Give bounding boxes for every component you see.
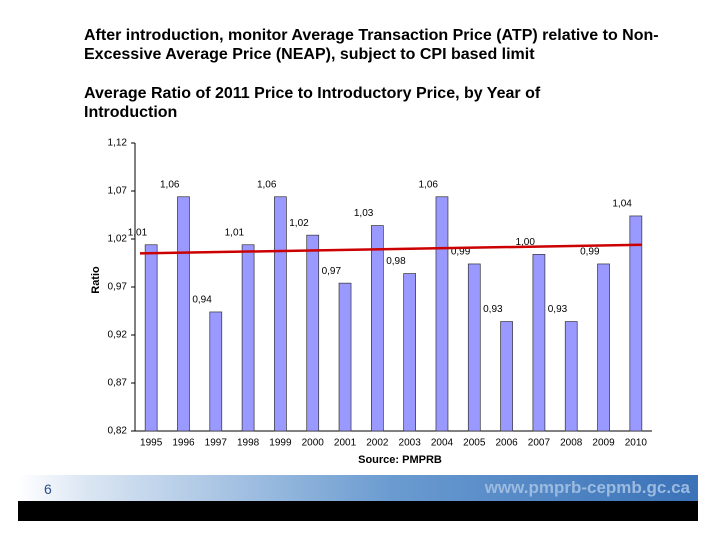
footer-band	[18, 475, 698, 501]
y-tick-label: 0,92	[108, 330, 128, 341]
chart-title: Average Ratio of 2011 Price to Introduct…	[84, 85, 541, 121]
y-tick-label: 0,82	[108, 426, 128, 437]
bar	[306, 234, 320, 432]
bar	[467, 263, 481, 432]
bar	[532, 254, 546, 432]
x-tick-label: 1995	[140, 438, 163, 449]
x-tick-label: 2006	[495, 438, 518, 449]
trend-line	[139, 243, 643, 255]
value-label: 0,93	[548, 304, 568, 315]
bar	[144, 244, 158, 432]
bottom-bar	[18, 501, 698, 521]
value-label: 1,03	[354, 208, 374, 219]
value-label: 0,94	[192, 295, 212, 306]
chart: Ratio Source: PMPRB 0,82 0,87 0,92 0,97 1,02…	[90, 138, 652, 466]
value-label: 0,99	[451, 247, 471, 258]
y-tick-label: 0,97	[108, 282, 128, 293]
value-label: 1,06	[419, 179, 439, 190]
source: Source: PMPRB	[358, 454, 442, 466]
x-tick-label: 2005	[463, 438, 486, 449]
y-tick-label: 1,07	[108, 186, 128, 197]
bar	[403, 273, 417, 432]
x-tick-label: 2003	[399, 438, 422, 449]
bar	[500, 321, 513, 432]
value-label: 0,98	[386, 256, 406, 267]
y-tick-label: 1,02	[108, 234, 128, 245]
bar	[629, 215, 643, 432]
value-label: 1,02	[289, 218, 309, 229]
value-label: 1,04	[612, 199, 632, 210]
y-axis-label: Ratio	[90, 266, 102, 294]
footer-url: www.pmprb-cepmb.gc.ca	[484, 478, 690, 497]
value-label: 1,06	[160, 179, 180, 190]
x-tick-label: 2004	[431, 438, 454, 449]
x-tick-label: 2001	[334, 438, 357, 449]
value-label: 0,93	[483, 304, 503, 315]
bar	[370, 225, 384, 432]
x-tick-label: 2009	[592, 438, 615, 449]
bar	[338, 282, 352, 432]
value-label: 1,06	[257, 179, 277, 190]
bar	[435, 196, 449, 432]
value-label: 0,97	[322, 266, 342, 277]
value-label: 1,00	[515, 237, 535, 248]
x-tick-label: 2007	[528, 438, 551, 449]
value-label: 0,99	[580, 247, 600, 258]
x-tick-label: 1999	[269, 438, 292, 449]
slide-title: After introduction, monitor Average Tran…	[84, 27, 659, 63]
x-tick-label: 1998	[237, 438, 260, 449]
x-tick-label: 1997	[205, 438, 228, 449]
x-tick-label: 2008	[560, 438, 583, 449]
y-tick-label: 1,12	[108, 138, 128, 149]
page-number: 6	[44, 481, 52, 497]
x-tick-label: 1996	[172, 438, 195, 449]
bar	[209, 311, 223, 432]
value-label: 1,01	[128, 227, 148, 238]
x-tick-label: 2002	[366, 438, 389, 449]
bar	[597, 263, 610, 432]
value-label: 1,01	[225, 227, 245, 238]
x-tick-label: 2000	[302, 438, 325, 449]
bar	[177, 196, 190, 432]
bar	[241, 244, 255, 432]
x-tick-label: 2010	[625, 438, 648, 449]
y-tick-label: 0,87	[108, 378, 128, 389]
bar	[564, 321, 578, 432]
bar	[274, 196, 287, 432]
